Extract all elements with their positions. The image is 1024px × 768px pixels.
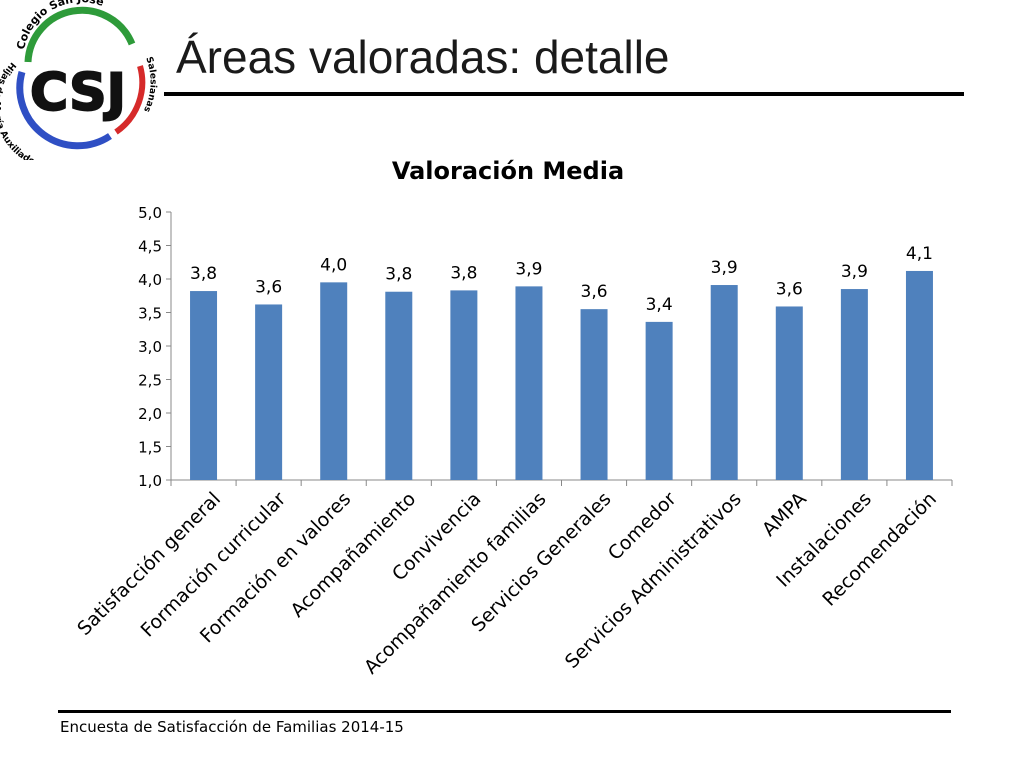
- y-tick-label: 4,0: [138, 271, 162, 289]
- bar: [840, 289, 868, 480]
- y-tick-label: 2,0: [138, 405, 162, 423]
- bar: [775, 306, 803, 480]
- bar: [710, 285, 738, 480]
- footer-text: Encuesta de Satisfacción de Familias 201…: [60, 718, 404, 736]
- logo-green-arc: [24, 6, 136, 63]
- data-label: 3,6: [581, 282, 608, 302]
- data-label: 3,9: [841, 262, 868, 282]
- y-tick-label: 3,0: [138, 338, 162, 356]
- data-label: 3,8: [450, 263, 477, 283]
- data-label: 3,9: [515, 259, 542, 279]
- data-label: 4,0: [320, 255, 347, 275]
- bar: [255, 304, 283, 480]
- y-tick-label: 1,0: [138, 472, 162, 490]
- logo-red-arc: [114, 65, 146, 135]
- plot-area: 1,01,52,02,53,03,54,04,55,03,8Satisfacci…: [73, 204, 953, 679]
- data-label: 3,8: [190, 264, 217, 284]
- y-tick-label: 5,0: [138, 204, 162, 222]
- y-tick-label: 2,5: [138, 372, 162, 390]
- bar: [320, 282, 348, 480]
- bar: [515, 286, 543, 480]
- bar: [450, 290, 478, 480]
- chart-title: Valoración Media: [392, 157, 624, 185]
- y-tick-label: 1,5: [138, 439, 162, 457]
- data-label: 3,6: [776, 279, 803, 299]
- category-label: Acompañamiento: [287, 488, 421, 622]
- logo-initials: CSJ: [30, 63, 126, 123]
- school-logo: Colegio San José Hijas de María Auxiliad…: [0, 0, 158, 160]
- data-label: 3,9: [711, 258, 738, 278]
- data-label: 3,8: [385, 265, 412, 285]
- data-label: 3,4: [646, 295, 673, 315]
- bar: [580, 309, 608, 480]
- bar: [645, 321, 673, 480]
- data-label: 3,6: [255, 277, 282, 297]
- category-label: Recomendación: [818, 488, 941, 611]
- y-tick-label: 3,5: [138, 305, 162, 323]
- data-label: 4,1: [906, 244, 933, 264]
- logo-blue-arc: [16, 71, 112, 150]
- footer-divider: [58, 710, 951, 713]
- bar: [385, 291, 413, 480]
- bar: [905, 270, 933, 480]
- y-tick-label: 4,5: [138, 238, 162, 256]
- title-divider: [164, 92, 964, 96]
- slide-title: Áreas valoradas: detalle: [176, 31, 670, 83]
- bar: [190, 291, 218, 480]
- category-label: AMPA: [758, 488, 811, 541]
